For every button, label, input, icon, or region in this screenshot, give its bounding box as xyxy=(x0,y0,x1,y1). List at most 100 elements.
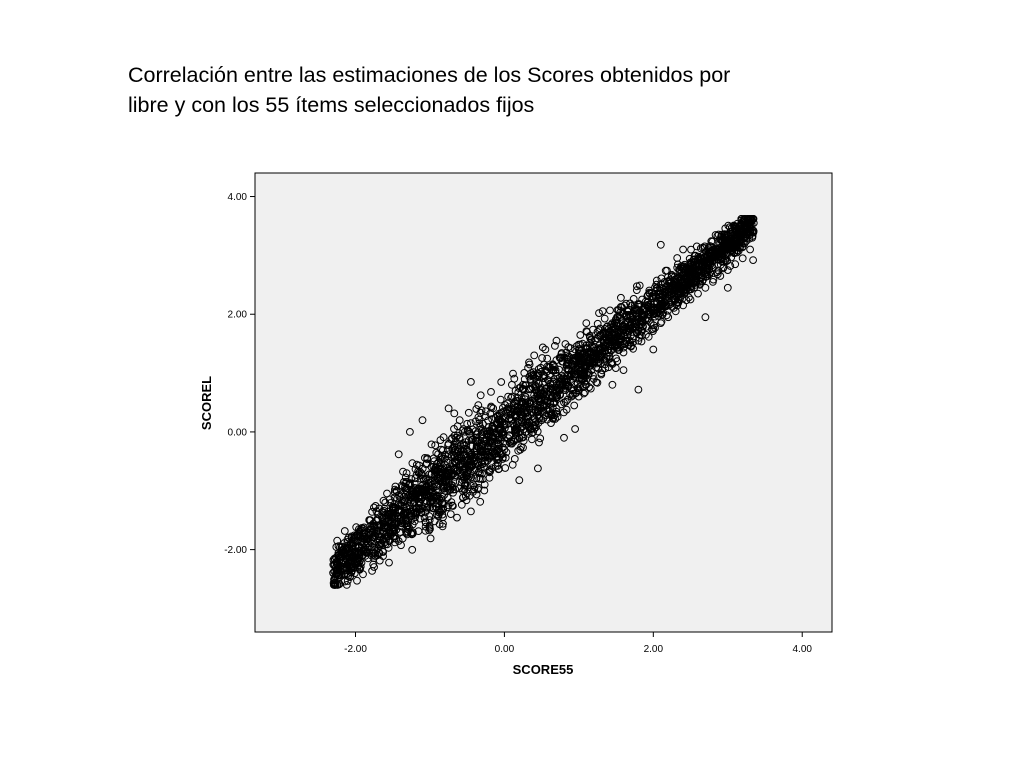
data-point xyxy=(530,391,538,400)
data-point xyxy=(495,445,503,453)
data-point xyxy=(472,405,481,413)
data-point xyxy=(695,256,704,265)
data-point xyxy=(425,494,433,502)
data-point xyxy=(437,458,445,467)
data-point xyxy=(485,454,494,463)
data-point xyxy=(427,440,436,449)
data-point xyxy=(351,542,360,551)
data-point xyxy=(526,400,535,409)
data-point xyxy=(407,487,416,496)
data-point xyxy=(333,536,342,545)
data-point xyxy=(634,385,643,394)
data-point xyxy=(530,422,539,430)
data-point xyxy=(424,476,433,485)
data-point xyxy=(525,399,534,408)
data-point xyxy=(509,369,517,378)
data-point xyxy=(692,275,700,284)
data-point xyxy=(679,245,687,254)
data-point xyxy=(637,314,646,322)
data-point xyxy=(400,478,408,486)
data-point xyxy=(573,384,582,393)
data-point xyxy=(437,445,446,454)
data-point xyxy=(333,557,341,566)
data-point xyxy=(682,263,691,272)
data-point xyxy=(444,439,453,448)
data-point xyxy=(701,283,710,292)
data-point xyxy=(619,348,628,357)
data-point xyxy=(711,231,720,239)
data-point xyxy=(581,365,590,373)
data-point xyxy=(494,440,503,449)
data-point xyxy=(508,392,516,401)
data-point xyxy=(493,448,501,457)
data-point xyxy=(705,248,714,257)
data-point xyxy=(368,567,377,575)
data-point xyxy=(595,346,604,355)
data-point xyxy=(379,548,388,556)
data-point xyxy=(664,313,673,322)
data-point xyxy=(645,286,654,295)
data-point xyxy=(508,460,517,469)
data-point xyxy=(438,510,447,519)
data-point xyxy=(482,430,491,439)
data-point xyxy=(434,510,443,519)
data-point xyxy=(706,258,715,266)
data-point xyxy=(576,369,585,378)
data-point xyxy=(542,401,550,410)
data-point xyxy=(425,481,433,490)
data-point xyxy=(642,330,650,339)
data-point xyxy=(704,244,713,253)
data-point xyxy=(351,550,360,558)
data-point xyxy=(554,386,563,395)
data-point xyxy=(461,438,470,447)
data-point xyxy=(380,521,389,530)
data-point xyxy=(618,303,626,312)
data-point xyxy=(723,266,732,275)
data-point xyxy=(684,281,693,290)
data-point xyxy=(613,341,621,349)
data-point xyxy=(649,321,658,330)
data-point xyxy=(385,558,393,567)
data-point xyxy=(425,516,434,524)
data-point xyxy=(700,242,709,251)
data-point xyxy=(552,404,561,413)
data-point xyxy=(727,253,736,262)
data-point xyxy=(473,459,482,468)
data-point xyxy=(663,266,671,275)
data-point xyxy=(459,445,468,454)
y-tick-label: 2.00 xyxy=(228,310,248,321)
data-point xyxy=(652,276,661,285)
data-point xyxy=(676,284,685,292)
data-point xyxy=(434,477,443,485)
data-point xyxy=(597,369,606,378)
data-point xyxy=(500,419,509,428)
data-point xyxy=(485,473,494,482)
data-point xyxy=(477,451,486,460)
data-point xyxy=(526,375,535,383)
data-point xyxy=(567,392,576,401)
data-point xyxy=(633,282,641,291)
data-point xyxy=(549,366,557,375)
data-point xyxy=(394,450,403,459)
data-point xyxy=(471,417,480,426)
data-point xyxy=(433,492,442,501)
data-point xyxy=(478,460,487,469)
data-point xyxy=(476,391,485,400)
data-point xyxy=(589,325,597,334)
data-point xyxy=(629,344,637,353)
data-point xyxy=(541,396,549,404)
data-point xyxy=(476,447,485,456)
data-point xyxy=(438,499,447,508)
data-point xyxy=(481,412,490,421)
data-point xyxy=(561,340,570,348)
data-point xyxy=(446,510,455,518)
data-point xyxy=(608,336,616,345)
slide-title-line-1: Correlación entre las estimaciones de lo… xyxy=(128,63,731,87)
data-point xyxy=(594,344,602,353)
data-point xyxy=(562,405,571,414)
data-point xyxy=(455,433,464,442)
data-point xyxy=(472,490,481,499)
data-point xyxy=(673,290,682,299)
data-point xyxy=(370,503,378,512)
data-point xyxy=(657,317,666,326)
